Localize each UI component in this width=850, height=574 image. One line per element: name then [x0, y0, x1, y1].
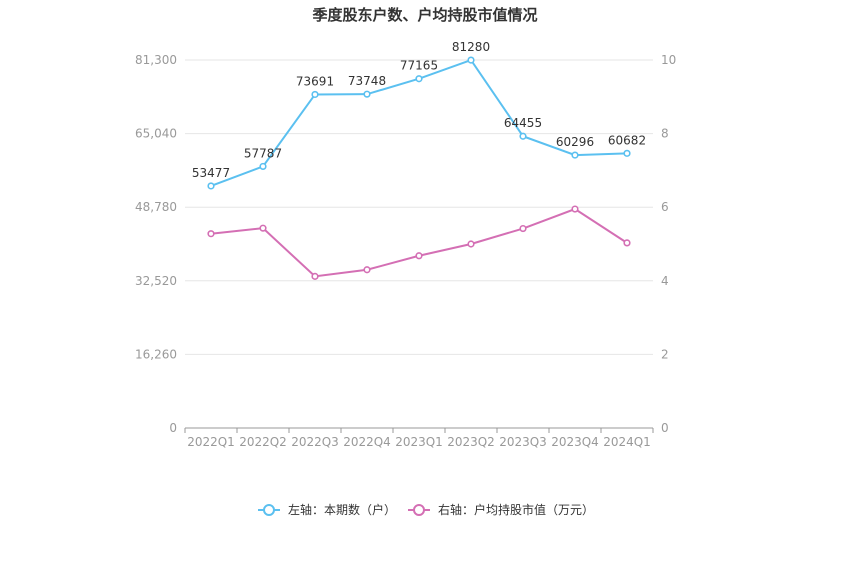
x-tick-label: 2023Q3 [499, 435, 547, 449]
legend-marker [263, 504, 275, 516]
data-label: 60682 [608, 133, 646, 147]
left-tick-label: 65,040 [135, 127, 177, 141]
legend-label: 左轴：本期数（户） [288, 502, 396, 517]
data-label: 57787 [244, 146, 282, 160]
series-2-point [207, 230, 215, 238]
series-1-point [363, 90, 371, 98]
series-1-point [311, 90, 319, 99]
right-tick-label: 0 [661, 421, 669, 435]
x-tick-label: 2023Q2 [447, 435, 495, 449]
series-1-point [207, 182, 215, 190]
data-label: 77165 [400, 59, 438, 73]
data-label: 53477 [192, 166, 230, 180]
x-tick-label: 2022Q1 [187, 435, 235, 449]
left-tick-label: 16,260 [135, 347, 177, 361]
data-label: 60296 [556, 135, 594, 149]
series-2-point [363, 266, 371, 274]
series-2-point [623, 239, 631, 247]
series-layer: 53477 57787 73691 73748 77165 81280 64455 60296… [192, 40, 646, 280]
series-1-point [467, 56, 475, 64]
left-tick-label: 81,300 [135, 53, 177, 67]
legend[interactable]: 左轴：本期数（户） 右轴：户均持股市值（万元） [258, 502, 594, 517]
right-tick-label: 4 [661, 274, 669, 288]
data-label: 64455 [504, 116, 542, 130]
series-1-point [259, 162, 267, 171]
series-1-point [519, 132, 527, 140]
left-tick-label: 48,780 [135, 200, 177, 214]
legend-label: 右轴：户均持股市值（万元） [438, 502, 594, 517]
series-line-2 [210, 207, 628, 278]
x-tick-label: 2022Q2 [239, 435, 287, 449]
data-label: 81280 [452, 40, 490, 54]
axes: 0 16,260 32,520 48,780 65,040 81,300 0 2 4 6 8 10 20… [135, 53, 676, 449]
left-tick-label: 0 [169, 421, 177, 435]
series-1-point [623, 149, 631, 157]
series-2-point [311, 272, 319, 280]
chart-title: 季度股东户数、户均持股市值情况 [312, 6, 537, 24]
series-1-point [415, 75, 423, 83]
right-tick-label: 10 [661, 53, 676, 67]
right-tick-label: 6 [661, 200, 669, 214]
x-tick-label: 2023Q1 [395, 435, 443, 449]
data-label: 73691 [296, 74, 334, 88]
series-2-point [519, 224, 527, 233]
series-2-point [571, 205, 579, 213]
x-tick-label: 2024Q1 [603, 435, 651, 449]
legend-item-1[interactable]: 左轴：本期数（户） [258, 502, 396, 517]
grid-lines [185, 59, 653, 355]
x-tick-label: 2022Q4 [343, 435, 391, 449]
series-2-point [415, 252, 423, 260]
legend-marker [413, 504, 425, 516]
left-tick-label: 32,520 [135, 274, 177, 288]
x-tick-label: 2023Q4 [551, 435, 599, 449]
data-label: 73748 [348, 74, 386, 88]
series-2-point [467, 240, 475, 248]
legend-item-2[interactable]: 右轴：户均持股市值（万元） [408, 502, 594, 517]
series-2-point [259, 224, 267, 232]
right-tick-label: 2 [661, 347, 669, 361]
series-1-point [571, 151, 579, 159]
x-tick-label: 2022Q3 [291, 435, 339, 449]
right-tick-label: 8 [661, 127, 669, 141]
